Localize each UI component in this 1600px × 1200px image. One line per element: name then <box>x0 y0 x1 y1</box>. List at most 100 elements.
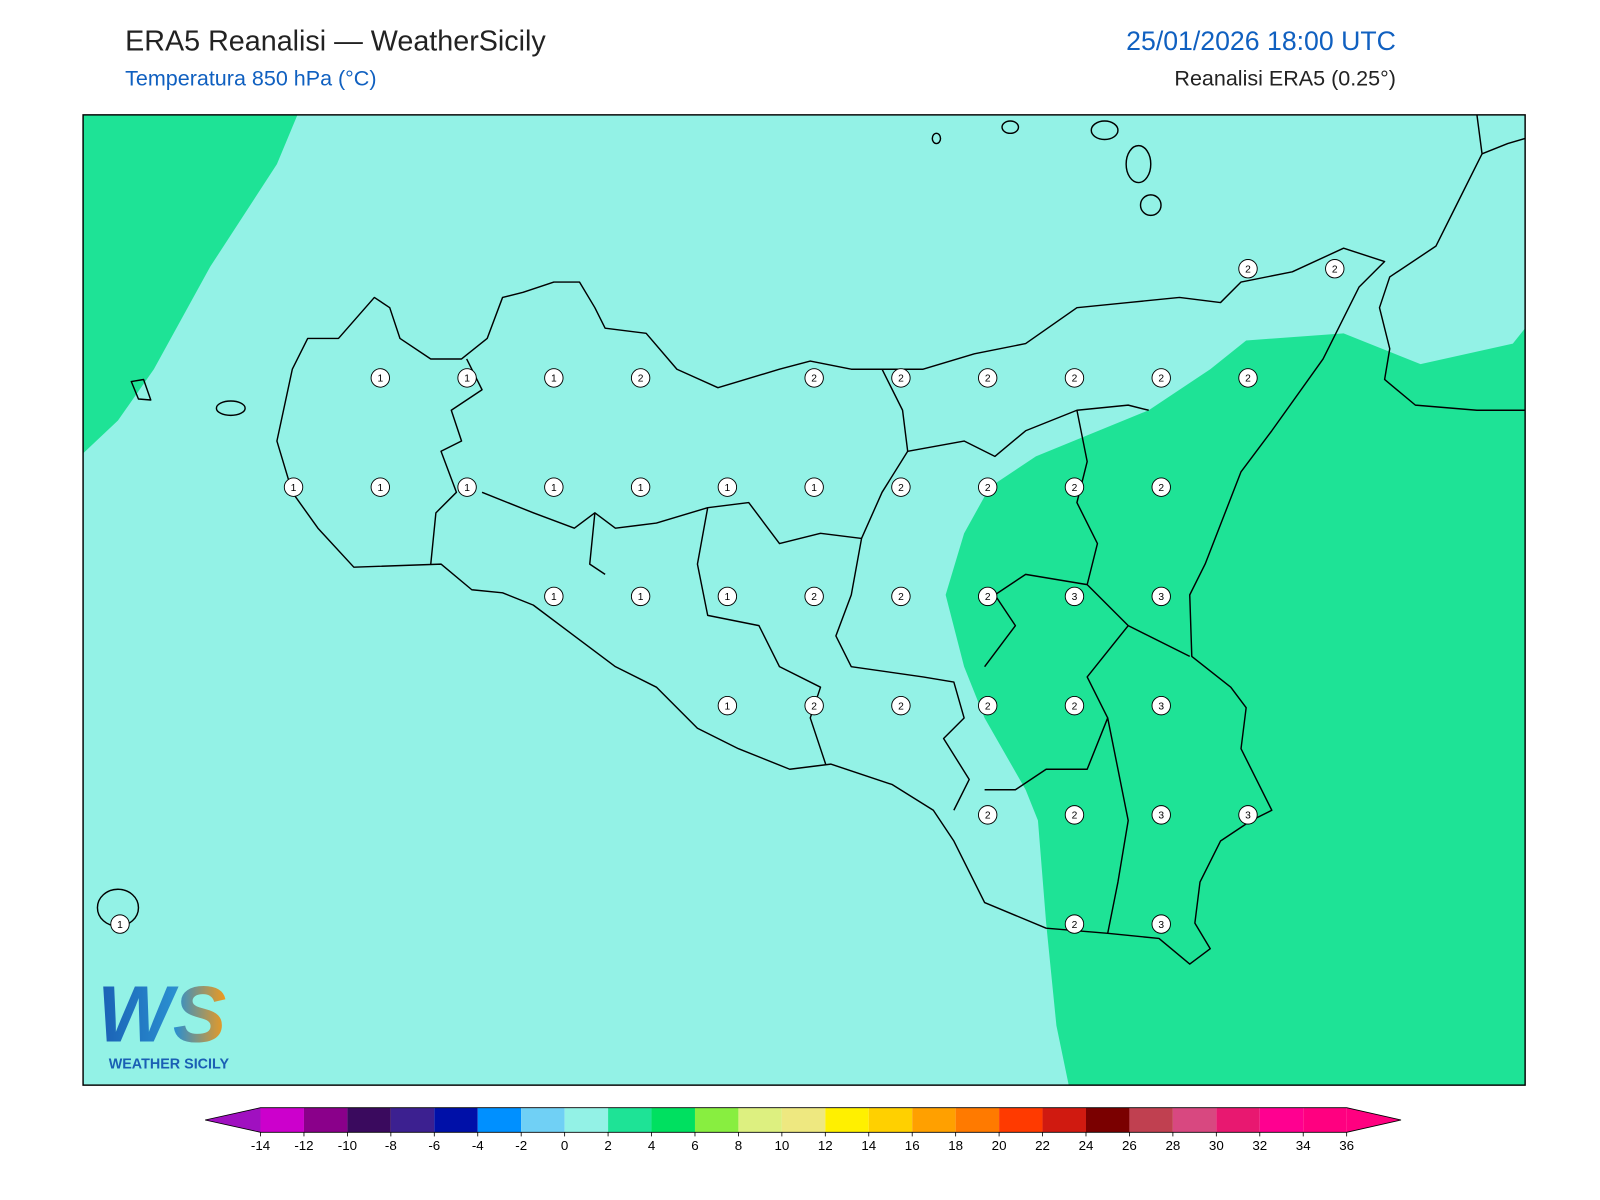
value-label: 2 <box>1072 811 1078 822</box>
colorbar-tick-label: -14 <box>251 1138 271 1153</box>
title: ERA5 Reanalisi — WeatherSicily <box>125 26 546 58</box>
value-label: 2 <box>985 374 991 385</box>
value-label: 2 <box>1245 264 1251 275</box>
value-label: 2 <box>985 701 991 712</box>
colorbar-swatch <box>1129 1107 1173 1133</box>
value-label: 2 <box>898 483 904 494</box>
value-label: 2 <box>1245 374 1251 385</box>
coastline <box>276 247 1386 965</box>
value-label: 2 <box>1072 374 1078 385</box>
value-marker <box>630 477 651 497</box>
colorbar-tick-label: -4 <box>472 1138 484 1153</box>
colorbar-tick-label: 24 <box>1079 1138 1094 1153</box>
value-label: 3 <box>1158 811 1164 822</box>
value-label: 2 <box>1158 374 1164 385</box>
colorbar-swatch <box>1259 1107 1304 1133</box>
value-marker <box>457 368 477 388</box>
value-label: 3 <box>1072 592 1078 603</box>
colorbar-tick-label: -2 <box>515 1138 527 1153</box>
value-label: 1 <box>811 483 817 494</box>
value-label: 2 <box>898 374 904 385</box>
value-label: 3 <box>1158 920 1164 931</box>
value-marker <box>891 368 911 388</box>
value-marker <box>370 477 390 497</box>
island <box>215 400 246 417</box>
value-label: 1 <box>551 374 557 385</box>
colorbar-tick-label: 28 <box>1165 1138 1180 1153</box>
coastline <box>1481 137 1526 155</box>
colorbar-swatch <box>347 1107 391 1133</box>
value-label: 2 <box>1072 483 1078 494</box>
value-label: 3 <box>1158 592 1164 603</box>
source: Reanalisi ERA5 (0.25°) <box>1174 67 1395 91</box>
colorbar-tick-label: 20 <box>992 1138 1007 1153</box>
colorbar-tick-label: 12 <box>818 1138 833 1153</box>
value-label: 2 <box>1332 264 1338 275</box>
colorbar-tick-label: 34 <box>1296 1138 1311 1153</box>
colorbar-swatch <box>1085 1107 1130 1133</box>
value-marker <box>1064 586 1085 607</box>
colorbar-swatch <box>1042 1107 1086 1133</box>
value-label: 2 <box>985 811 991 822</box>
colorbar-tick-label: -10 <box>338 1138 357 1153</box>
colorbar-tick-label: 8 <box>735 1138 742 1153</box>
colorbar-tick-label: 32 <box>1252 1138 1267 1153</box>
value-marker <box>1238 259 1258 279</box>
value-marker <box>717 477 738 497</box>
colorbar-swatch <box>651 1107 695 1133</box>
value-marker <box>1325 259 1345 279</box>
value-marker <box>891 586 911 607</box>
value-label: 1 <box>377 483 383 494</box>
value-label: 1 <box>725 483 731 494</box>
value-marker <box>1151 805 1171 825</box>
coastline <box>1378 114 1526 411</box>
colorbar-swatch <box>303 1107 348 1133</box>
logo: WS WEATHER SICILY <box>97 970 229 1073</box>
colorbar-swatch <box>1172 1107 1217 1133</box>
subtitle: Temperatura 850 hPa (°C) <box>125 67 376 91</box>
colorbar-tick-label: 18 <box>948 1138 963 1153</box>
value-label: 1 <box>464 374 470 385</box>
value-label: 1 <box>551 592 557 603</box>
value-label: 1 <box>117 920 123 931</box>
value-label: 2 <box>811 374 817 385</box>
colorbar-tick-label: 26 <box>1122 1138 1137 1153</box>
map: 2 2 1 1 1 2 2 2 2 2 2 2 1 1 1 1 1 1 1 2 2 2 2 1 1 1 2 2 2 3 3 1 2 2 2 2 3 2 2 3… <box>82 114 1526 1086</box>
value-label: 1 <box>638 483 644 494</box>
value-marker <box>891 695 911 716</box>
value-marker <box>804 695 824 716</box>
value-label: 2 <box>985 592 991 603</box>
value-marker <box>370 368 390 388</box>
value-label: 1 <box>291 483 297 494</box>
shaded-area <box>945 328 1526 1086</box>
island <box>1001 120 1020 135</box>
value-marker <box>1064 914 1085 934</box>
value-marker <box>457 477 477 497</box>
island <box>130 378 152 401</box>
island <box>1139 194 1162 217</box>
island <box>1090 120 1119 141</box>
value-marker <box>1064 695 1085 716</box>
value-marker <box>1064 368 1085 388</box>
colorbar-swatch <box>999 1107 1043 1133</box>
colorbar-swatch <box>738 1107 782 1133</box>
value-label: 3 <box>1245 811 1251 822</box>
map-frame <box>82 114 1526 1086</box>
colorbar-tick-label: -6 <box>428 1138 440 1153</box>
value-label: 2 <box>985 483 991 494</box>
value-marker <box>630 368 651 388</box>
colorbar-tick-label: -8 <box>385 1138 397 1153</box>
value-label: 3 <box>1158 701 1164 712</box>
value-marker <box>544 586 564 607</box>
colorbar-swatch <box>694 1107 739 1133</box>
value-marker <box>977 805 998 825</box>
value-marker <box>110 914 130 934</box>
value-label: 1 <box>638 592 644 603</box>
value-marker <box>1151 586 1171 607</box>
date: 25/01/2026 18:00 UTC <box>1126 26 1396 56</box>
colorbar-swatch <box>477 1107 522 1133</box>
logo-letters: WS <box>97 970 226 1059</box>
value-label: 2 <box>898 701 904 712</box>
colorbar-tick-label: 30 <box>1209 1138 1224 1153</box>
value-label: 1 <box>725 592 731 603</box>
